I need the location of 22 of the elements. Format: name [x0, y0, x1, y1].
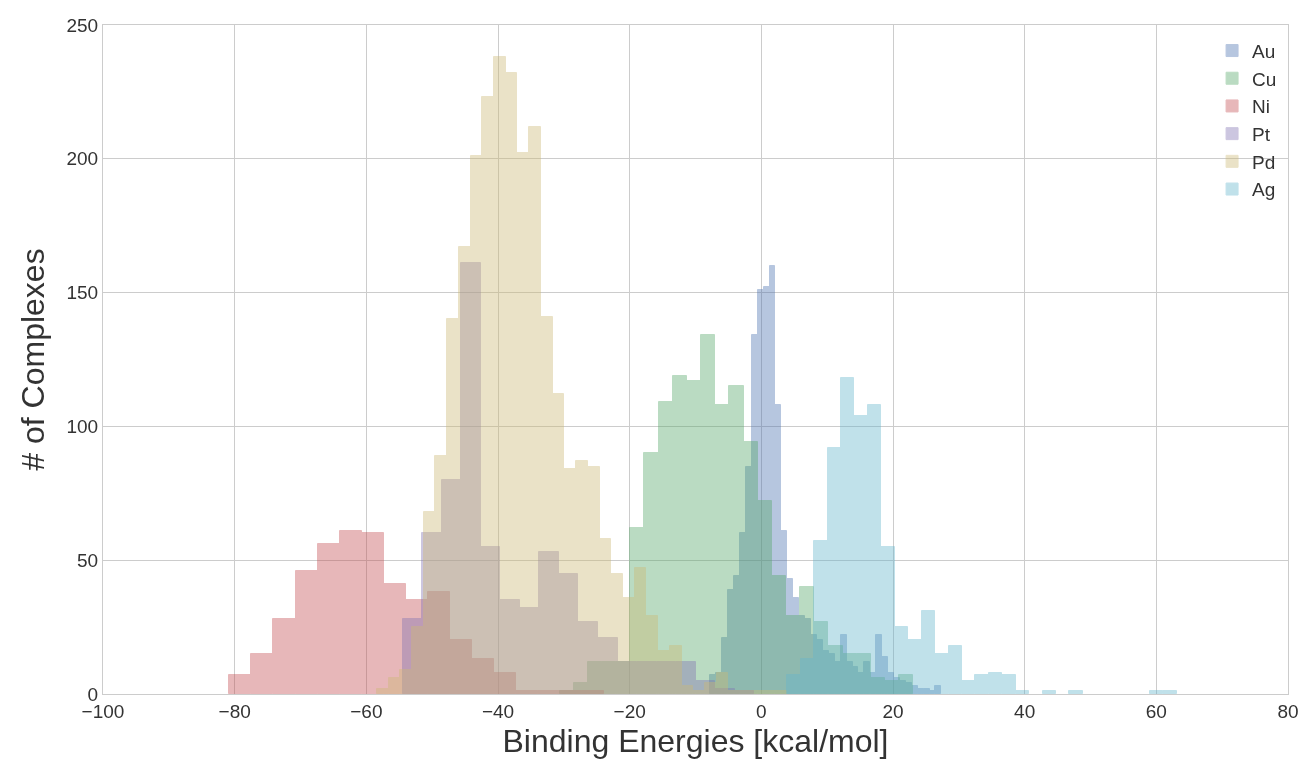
x-tick-label: −60	[350, 700, 383, 722]
legend-label: Au	[1252, 40, 1276, 62]
y-tick-label: 250	[66, 14, 99, 36]
x-tick-label: 0	[756, 700, 767, 722]
x-tick-label: 40	[1014, 700, 1036, 722]
x-tick-label: −20	[613, 700, 646, 722]
legend-label: Pd	[1252, 151, 1276, 173]
legend-label: Ni	[1252, 96, 1271, 118]
x-tick-label: 60	[1145, 700, 1167, 722]
y-tick-label: 100	[66, 416, 99, 438]
x-tick-label: 20	[882, 700, 904, 722]
legend-label: Ag	[1252, 179, 1276, 201]
x-tick-label: 80	[1277, 700, 1299, 722]
x-tick-label: −80	[218, 700, 251, 722]
legend-label: Pt	[1252, 124, 1271, 146]
y-tick-label: 150	[66, 282, 99, 304]
y-tick-label: 200	[66, 148, 99, 170]
legend-label: Cu	[1252, 68, 1277, 90]
x-axis-title: Binding Energies [kcal/mol]	[502, 722, 889, 759]
y-tick-label: 50	[77, 549, 99, 571]
x-tick-label: −40	[481, 700, 515, 722]
y-axis-title: # of Complexes	[14, 248, 51, 471]
